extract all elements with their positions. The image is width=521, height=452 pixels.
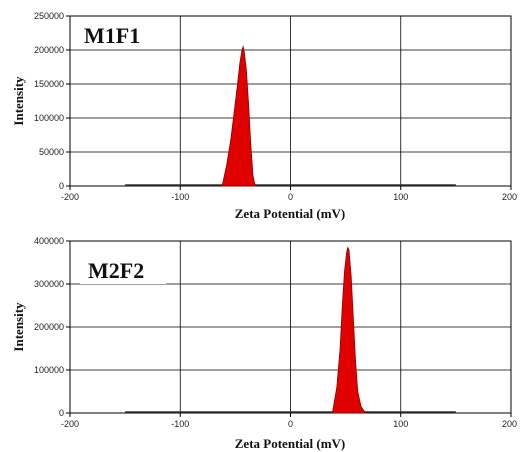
grid-lines	[66, 15, 512, 190]
y-tick-label: 300000	[34, 279, 64, 289]
intensity-peak-area	[221, 45, 256, 187]
x-tick-label: -100	[171, 419, 189, 429]
x-tick-label: 0	[288, 419, 293, 429]
y-tick-labels: 0 100000 200000 300000 400000	[34, 236, 64, 418]
y-tick-label: 400000	[34, 236, 64, 246]
x-tick-label: 200	[502, 419, 517, 429]
panel-label: M2F2	[88, 258, 144, 283]
x-axis-title: Zeta Potential (mV)	[235, 436, 345, 451]
y-tick-label: 0	[59, 181, 64, 191]
y-tick-label: 200000	[34, 322, 64, 332]
series	[221, 45, 256, 187]
x-tick-labels: -200 -100 0 100 200	[61, 192, 517, 202]
panel-label: M1F1	[84, 23, 140, 48]
chart-panel-m2f2: 0 100000 200000 300000 400000 -200 -100 0 100 20…	[11, 236, 517, 451]
y-tick-label: 200000	[34, 45, 64, 55]
series	[331, 246, 367, 414]
y-tick-label: 100000	[34, 113, 64, 123]
x-tick-label: 100	[393, 419, 408, 429]
y-tick-label: 100000	[34, 365, 64, 375]
y-axis-title: Intensity	[11, 76, 26, 126]
chart-panel-m1f1: 0 50000 100000 150000 200000 250000 -200 -100 0…	[11, 11, 517, 221]
y-axis-title: Intensity	[11, 302, 26, 352]
intensity-peak-area	[331, 246, 367, 414]
y-tick-label: 0	[59, 408, 64, 418]
x-tick-label: 200	[502, 192, 517, 202]
y-tick-label: 150000	[34, 79, 64, 89]
y-tick-label: 250000	[34, 11, 64, 21]
x-tick-label: -200	[61, 419, 79, 429]
x-axis-title: Zeta Potential (mV)	[235, 206, 345, 221]
x-tick-label: -100	[171, 192, 189, 202]
panel-label-box	[76, 20, 162, 48]
y-tick-label: 50000	[39, 147, 64, 157]
x-tick-labels: -200 -100 0 100 200	[61, 419, 517, 429]
y-tick-labels: 0 50000 100000 150000 200000 250000	[34, 11, 64, 191]
x-tick-label: 0	[288, 192, 293, 202]
x-tick-label: 100	[393, 192, 408, 202]
x-tick-label: -200	[61, 192, 79, 202]
panel-label-box	[80, 254, 166, 284]
